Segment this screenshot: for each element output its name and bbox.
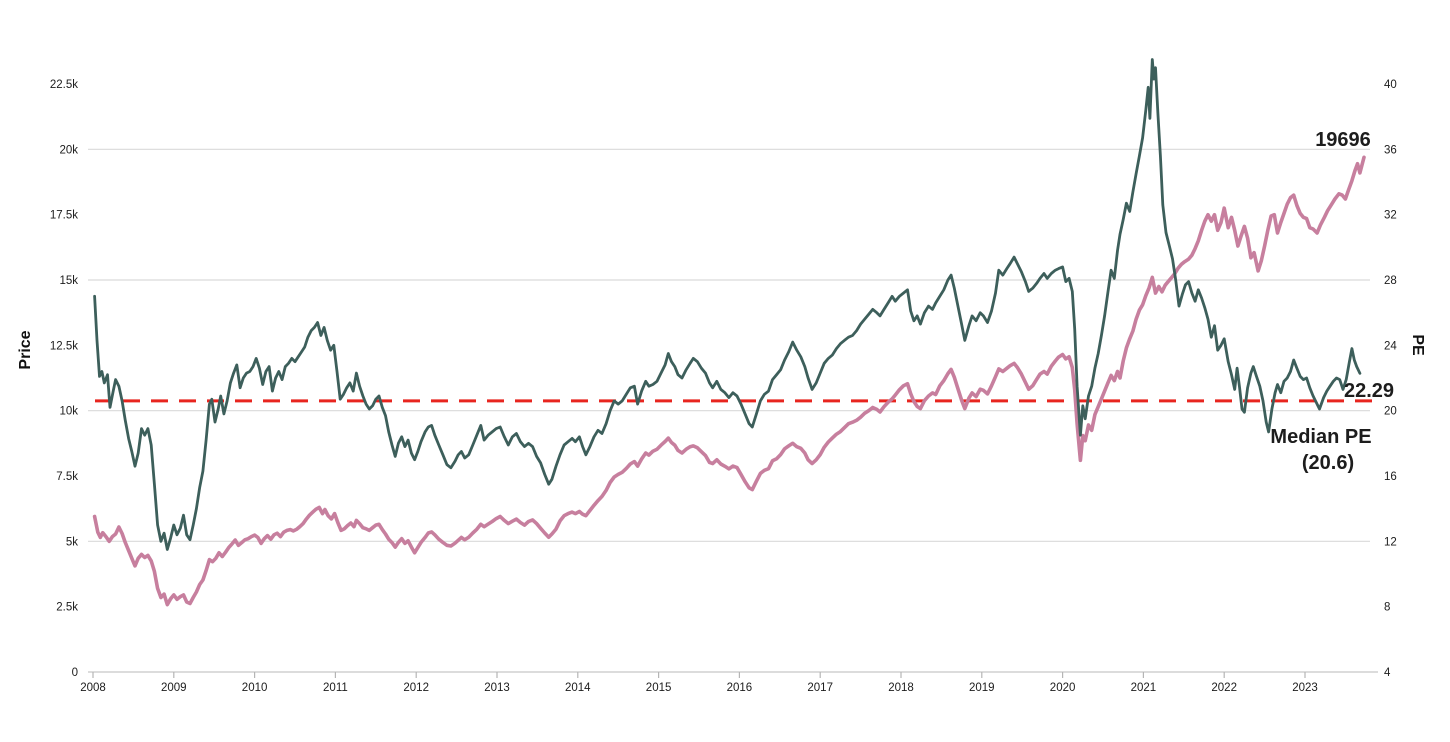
right-tick-label: 8: [1384, 602, 1390, 614]
x-tick-label: 2012: [403, 682, 429, 694]
price-line: [92, 155, 1366, 607]
x-tick-label: 2020: [1050, 682, 1076, 694]
left-tick-label: 10k: [59, 406, 78, 418]
x-tick-label: 2018: [888, 682, 914, 694]
gridlines: [88, 148, 1370, 542]
left-tick-label: 5k: [66, 536, 78, 548]
left-tick-label: 15k: [59, 275, 78, 287]
right-tick-label: 32: [1384, 210, 1397, 222]
x-tick-label: 2023: [1292, 682, 1318, 694]
right-tick-label: 36: [1384, 144, 1397, 156]
annotation--20.6-: (20.6): [1302, 452, 1354, 474]
left-tick-label: 22.5k: [50, 79, 78, 91]
pe-line: [93, 58, 1362, 551]
right-tick-label: 20: [1384, 406, 1397, 418]
left-tick-label: 0: [72, 667, 78, 679]
right-tick-label: 28: [1384, 275, 1397, 287]
x-axis: 2008 2009 2010 2011 2012 2013 2014 2015 2016 2017…: [80, 671, 1378, 694]
left-axis-title: Price: [17, 330, 34, 369]
x-tick-label: 2013: [484, 682, 510, 694]
left-tick-label: 12.5k: [50, 340, 78, 352]
left-axis: 22.5k 20k 17.5k 15k 12.5k 10k 7.5k 5k 2.5k 0 Price: [17, 79, 78, 679]
right-tick-label: 16: [1384, 471, 1397, 483]
left-tick-label: 17.5k: [50, 210, 78, 222]
x-tick-label: 2009: [161, 682, 187, 694]
x-tick-label: 2019: [969, 682, 995, 694]
annotation-median-pe: Median PE: [1270, 426, 1371, 448]
right-tick-label: 12: [1384, 536, 1397, 548]
right-tick-label: 24: [1384, 340, 1397, 352]
right-tick-label: 40: [1384, 79, 1397, 91]
right-tick-label: 4: [1384, 667, 1391, 679]
x-tick-label: 2008: [80, 682, 106, 694]
x-tick-label: 2017: [807, 682, 833, 694]
annotation-19696: 19696: [1315, 129, 1371, 151]
x-tick-label: 2016: [727, 682, 753, 694]
x-tick-label: 2014: [565, 682, 591, 694]
right-axis-title: PE: [1409, 334, 1426, 356]
x-tick-label: 2021: [1131, 682, 1157, 694]
left-tick-label: 20k: [59, 144, 78, 156]
right-axis: 40 36 32 28 24 20 16 12 8 4 PE: [1384, 79, 1426, 679]
x-tick-label: 2011: [323, 682, 348, 694]
x-tick-label: 2022: [1211, 682, 1237, 694]
x-tick-label: 2015: [646, 682, 672, 694]
left-tick-label: 7.5k: [56, 471, 78, 483]
x-tick-label: 2010: [242, 682, 268, 694]
annotations: 19696 22.29 Median PE (20.6): [1270, 129, 1394, 474]
annotation-22.29: 22.29: [1344, 380, 1394, 402]
left-tick-label: 2.5k: [56, 602, 78, 614]
